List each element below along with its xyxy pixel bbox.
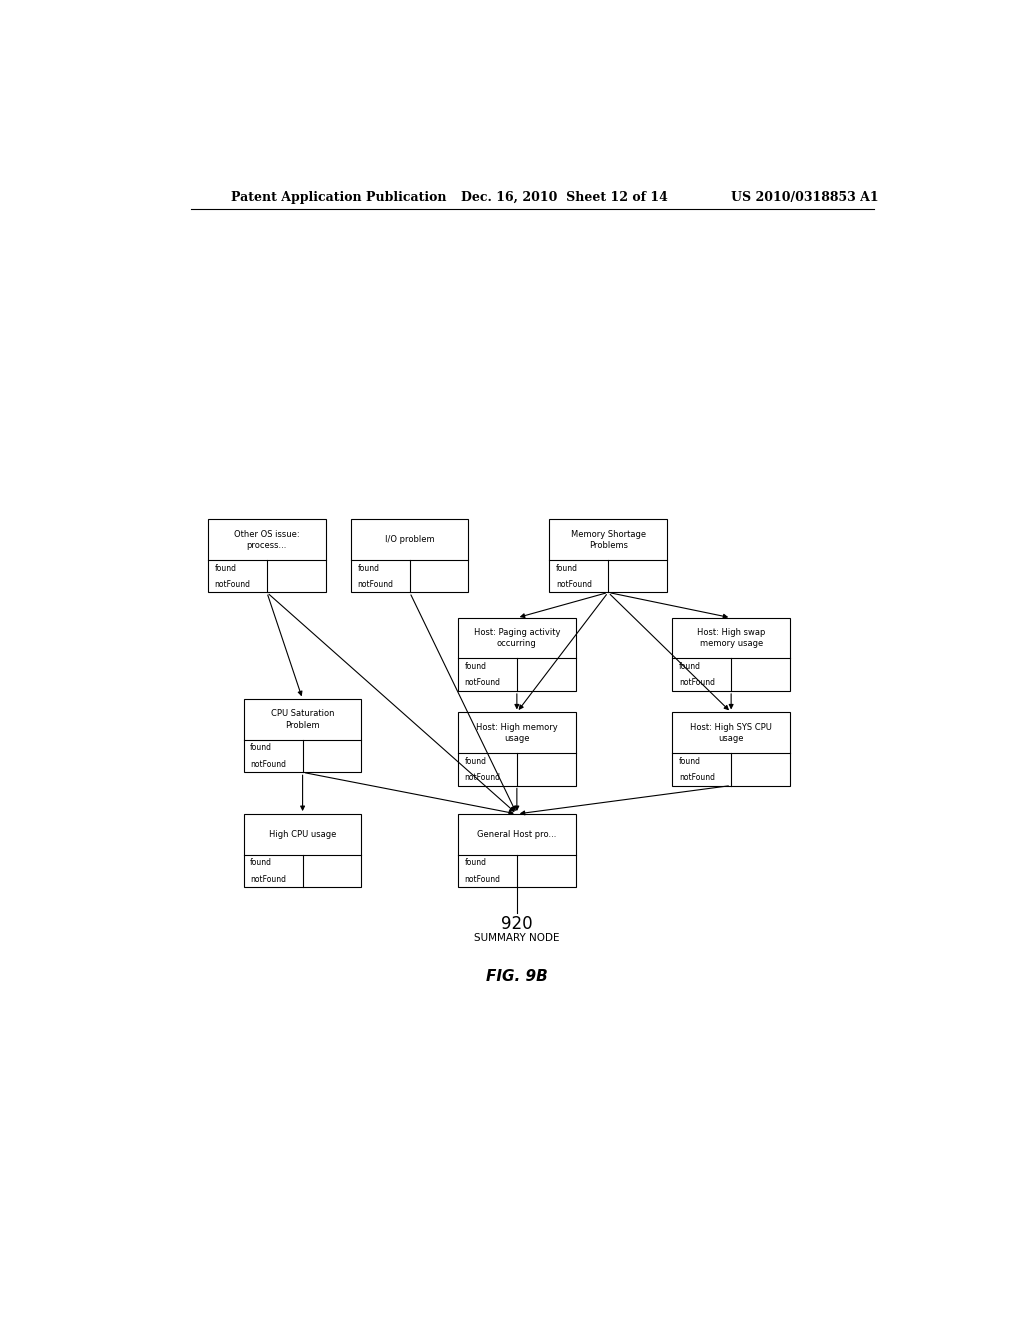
Text: found: found — [250, 743, 272, 752]
Text: notFound: notFound — [465, 875, 501, 883]
Text: notFound: notFound — [556, 579, 592, 589]
Bar — [673, 618, 790, 690]
Text: notFound: notFound — [465, 678, 501, 688]
Text: Patent Application Publication: Patent Application Publication — [231, 190, 446, 203]
Text: found: found — [465, 663, 486, 671]
Text: found: found — [679, 756, 700, 766]
Bar — [458, 618, 575, 690]
Text: 920: 920 — [501, 915, 532, 933]
Text: found: found — [214, 564, 237, 573]
Text: found: found — [465, 858, 486, 867]
Text: notFound: notFound — [357, 579, 393, 589]
Text: Memory Shortage
Problems: Memory Shortage Problems — [570, 529, 646, 549]
Bar — [244, 700, 361, 772]
Text: notFound: notFound — [465, 774, 501, 781]
Text: notFound: notFound — [250, 875, 287, 883]
Text: General Host pro...: General Host pro... — [477, 830, 557, 838]
Text: notFound: notFound — [679, 774, 715, 781]
Text: found: found — [250, 858, 272, 867]
Bar — [244, 814, 361, 887]
Text: FIG. 9B: FIG. 9B — [486, 969, 548, 985]
Text: Host: High SYS CPU
usage: Host: High SYS CPU usage — [690, 722, 772, 743]
Text: notFound: notFound — [679, 678, 715, 688]
Text: SUMMARY NODE: SUMMARY NODE — [474, 933, 559, 942]
Text: found: found — [556, 564, 578, 573]
Bar — [351, 519, 468, 593]
Text: notFound: notFound — [250, 760, 287, 768]
Text: found: found — [357, 564, 379, 573]
Text: found: found — [465, 756, 486, 766]
Text: I/O problem: I/O problem — [385, 535, 434, 544]
Text: Host: High swap
memory usage: Host: High swap memory usage — [697, 628, 765, 648]
Bar — [458, 814, 575, 887]
Bar — [458, 713, 575, 785]
Bar — [208, 519, 326, 593]
Text: found: found — [679, 663, 700, 671]
Text: Dec. 16, 2010  Sheet 12 of 14: Dec. 16, 2010 Sheet 12 of 14 — [461, 190, 669, 203]
Text: CPU Saturation
Problem: CPU Saturation Problem — [270, 709, 335, 730]
Text: Host: High memory
usage: Host: High memory usage — [476, 722, 558, 743]
Bar — [673, 713, 790, 785]
Text: Host: Paging activity
occurring: Host: Paging activity occurring — [474, 628, 560, 648]
Bar — [550, 519, 667, 593]
Text: notFound: notFound — [214, 579, 251, 589]
Text: Other OS issue:
process...: Other OS issue: process... — [234, 529, 300, 549]
Text: High CPU usage: High CPU usage — [269, 830, 336, 838]
Text: US 2010/0318853 A1: US 2010/0318853 A1 — [731, 190, 879, 203]
